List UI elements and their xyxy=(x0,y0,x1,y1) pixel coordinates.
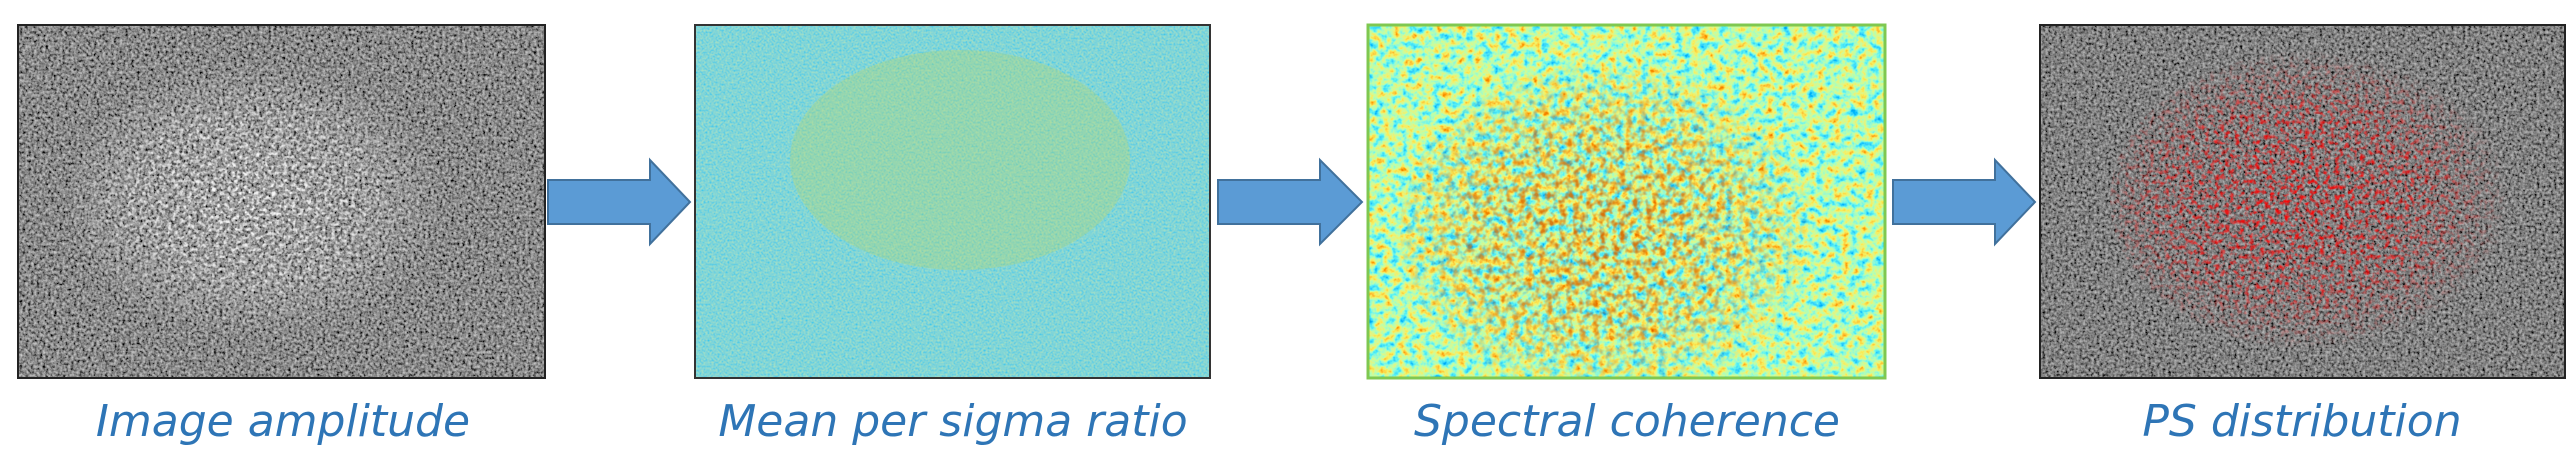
amplitude-image xyxy=(17,24,546,379)
arrow xyxy=(1892,157,2037,247)
caption: Image amplitude xyxy=(96,396,470,447)
arrow xyxy=(547,157,692,247)
ps-distribution-image xyxy=(2039,24,2566,379)
caption: Spectral coherence xyxy=(1414,396,1840,447)
mean-sigma-image xyxy=(694,24,1211,379)
coherence-image xyxy=(1366,23,1887,380)
caption: Mean per sigma ratio xyxy=(718,396,1187,447)
caption: PS distribution xyxy=(2142,396,2461,447)
arrow xyxy=(1217,157,1364,247)
